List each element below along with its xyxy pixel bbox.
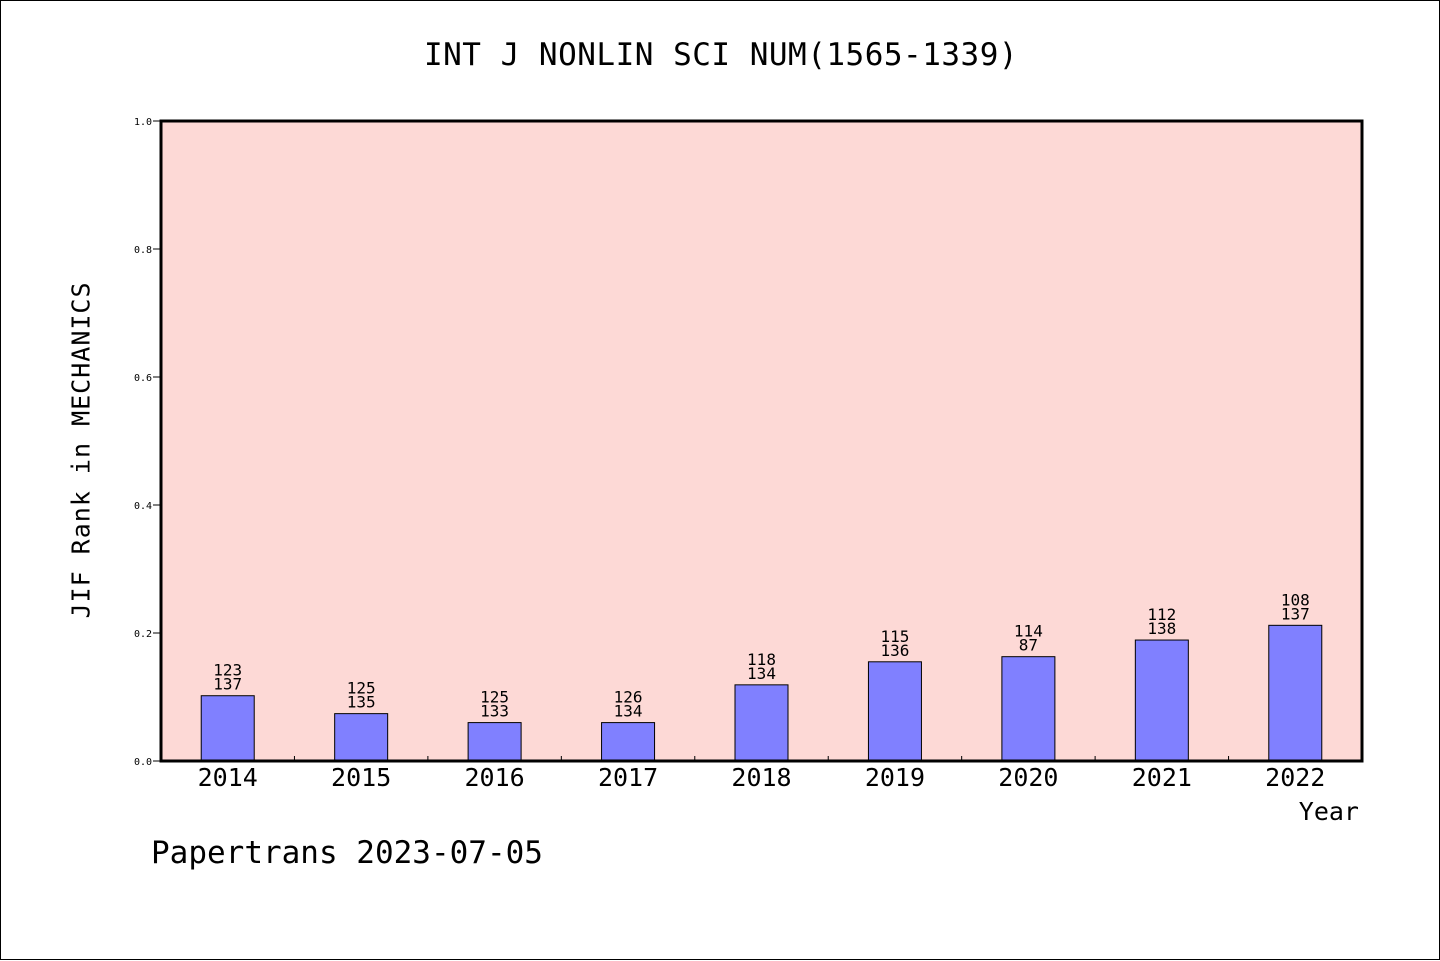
x-axis-label: Year bbox=[1298, 797, 1359, 826]
bar bbox=[1268, 624, 1323, 762]
x-tick-label: 2021 bbox=[1132, 763, 1192, 792]
bar-rank-label: 114 bbox=[1014, 622, 1043, 641]
bar bbox=[1134, 639, 1189, 762]
bar-rank-label: 123 bbox=[213, 661, 242, 680]
x-tick-label: 2019 bbox=[865, 763, 925, 792]
bar-total-label: 137 bbox=[213, 675, 242, 694]
footer-stamp: Papertrans 2023-07-05 bbox=[151, 835, 543, 871]
y-tick-label: 0.2 bbox=[134, 629, 152, 640]
bar-total-label: 134 bbox=[747, 664, 776, 683]
x-tick-label: 2020 bbox=[998, 763, 1058, 792]
bar-total-label: 133 bbox=[480, 702, 509, 721]
plot-border bbox=[159, 119, 1364, 763]
bar bbox=[1001, 656, 1056, 762]
bar-total-label: 135 bbox=[347, 693, 376, 712]
bar-rank-label: 126 bbox=[614, 688, 643, 707]
bar-rank-label: 125 bbox=[347, 679, 376, 698]
chart-title: INT J NONLIN SCI NUM(1565-1339) bbox=[423, 37, 1019, 73]
x-tick-label: 2016 bbox=[465, 763, 525, 792]
bar bbox=[334, 713, 389, 762]
bar bbox=[467, 722, 522, 762]
y-tick-label: 0.6 bbox=[134, 373, 152, 384]
bar-total-label: 137 bbox=[1281, 604, 1310, 623]
x-tick-label: 2015 bbox=[331, 763, 391, 792]
x-tick-label: 2017 bbox=[598, 763, 658, 792]
bar-rank-label: 118 bbox=[747, 650, 776, 669]
bar-total-label: 138 bbox=[1147, 619, 1176, 638]
y-tick-label: 0.8 bbox=[134, 245, 152, 256]
bar-total-label: 134 bbox=[614, 702, 643, 721]
bar-rank-label: 115 bbox=[880, 627, 909, 646]
x-tick-label: 2014 bbox=[198, 763, 258, 792]
y-tick-label: 1.0 bbox=[134, 117, 152, 128]
bar-rank-label: 112 bbox=[1147, 605, 1176, 624]
bar-rank-label: 108 bbox=[1281, 590, 1310, 609]
y-tick-label: 0.4 bbox=[134, 501, 152, 512]
x-tick-label: 2018 bbox=[731, 763, 791, 792]
bar bbox=[601, 722, 656, 762]
bar bbox=[867, 661, 922, 762]
bar-total-label: 87 bbox=[1019, 636, 1038, 655]
bar-total-label: 136 bbox=[880, 641, 909, 660]
x-tick-label: 2022 bbox=[1265, 763, 1325, 792]
bar bbox=[734, 684, 789, 762]
bar-rank-label: 125 bbox=[480, 688, 509, 707]
bar bbox=[200, 695, 255, 762]
y-tick-label: 0.0 bbox=[134, 757, 152, 768]
